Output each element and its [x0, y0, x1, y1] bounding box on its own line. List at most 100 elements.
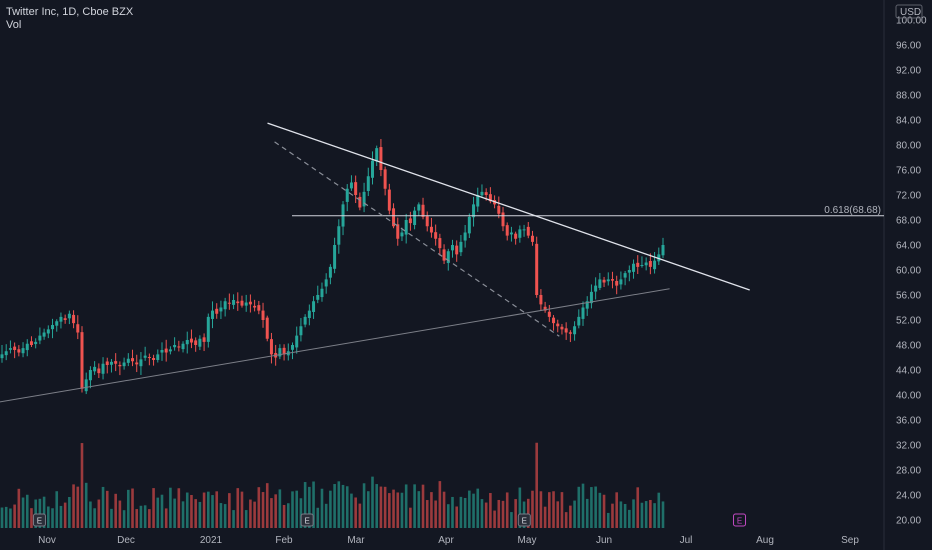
y-tick-label: 56.00 [896, 291, 921, 302]
x-tick-label: Aug [756, 535, 774, 546]
candle-body [442, 249, 446, 261]
volume-bar [286, 503, 290, 528]
earnings-marker-icon [300, 513, 314, 527]
candle-body [463, 232, 467, 241]
volume-bar [278, 489, 282, 528]
candle-body [177, 346, 181, 348]
candle-body [581, 307, 585, 319]
candle-body [34, 341, 38, 345]
candle-body [181, 343, 185, 350]
candle-body [615, 280, 619, 286]
volume-bar [127, 489, 130, 528]
volume-bar [375, 484, 379, 528]
volume-bar [114, 493, 117, 528]
candle-body [118, 364, 122, 367]
volume-bar [556, 501, 560, 528]
volume-bar [215, 491, 219, 528]
volume-bar [623, 503, 627, 528]
volume-bar [535, 442, 538, 528]
volume-bar [42, 496, 46, 528]
candle-body [623, 273, 627, 278]
volume-bar [505, 492, 509, 528]
candle-body [602, 279, 606, 283]
volume-bar [459, 496, 463, 528]
volume-bar [543, 506, 547, 528]
y-tick-label: 88.00 [896, 91, 921, 102]
candle-body [55, 321, 59, 326]
candle-body [303, 316, 307, 325]
volume-bar [316, 507, 320, 528]
volume-bar [539, 491, 543, 528]
volume-bar [514, 499, 517, 528]
candle-body [164, 348, 168, 353]
volume-bar [337, 481, 341, 528]
volume-bar [274, 494, 277, 528]
candle-body [0, 354, 4, 359]
volume-bar [619, 501, 623, 528]
candle-body [139, 359, 143, 367]
candle-body [156, 354, 160, 360]
volume-bar [93, 508, 96, 528]
candle-body [38, 335, 42, 341]
volume-bar [282, 504, 286, 528]
volume-bar [72, 484, 75, 528]
volume-bar [143, 505, 147, 528]
candle-body [291, 345, 295, 350]
volume-bar [409, 507, 412, 528]
candle-body [366, 176, 370, 191]
volume-bar [47, 506, 50, 528]
earnings-marker-glyph: E [37, 517, 42, 526]
candle-body [530, 235, 534, 242]
volume-bar [185, 492, 189, 528]
volume-bar [312, 481, 315, 528]
candle-body [299, 326, 303, 336]
volume-bar [434, 500, 437, 528]
candle-body [589, 291, 593, 304]
y-tick-label: 100.00 [896, 16, 927, 27]
volume-bar [602, 494, 606, 528]
volume-bar [232, 510, 235, 528]
candle-body [522, 229, 526, 231]
earnings-marker-glyph: E [522, 517, 527, 526]
candle-body [185, 340, 189, 345]
candle-body [101, 363, 105, 374]
y-tick-label: 52.00 [896, 316, 921, 327]
y-tick-label: 60.00 [896, 266, 921, 277]
volume-bar [299, 498, 303, 528]
volume-bar [257, 487, 261, 528]
earnings-marker-glyph: E [304, 517, 309, 526]
volume-bar [253, 501, 256, 528]
volume-bar [206, 491, 210, 528]
candle-body [577, 316, 581, 326]
volume-bar [105, 490, 109, 528]
volume-bar [240, 491, 244, 528]
volume-bar [89, 501, 92, 528]
candle-body [539, 294, 543, 305]
volume-bar [400, 492, 404, 528]
y-tick-label: 72.00 [896, 191, 921, 202]
volume-bar [341, 484, 345, 528]
x-tick-label: Apr [438, 535, 454, 546]
earnings-marker-icon [733, 513, 747, 527]
candle-body [29, 341, 33, 345]
volume-bar [350, 493, 353, 528]
volume-bar [451, 496, 454, 528]
volume-bar [480, 499, 484, 528]
candle-body [8, 348, 12, 350]
volume-bar [249, 499, 252, 528]
y-tick-label: 48.00 [896, 341, 921, 352]
candle-body [400, 232, 404, 237]
volume-bar [526, 498, 530, 528]
volume-bar [9, 508, 12, 528]
candle-body [606, 279, 610, 282]
volume-bar [295, 490, 299, 528]
volume-bar [63, 502, 67, 528]
x-tick-label: 2021 [200, 535, 223, 546]
candle-body [328, 266, 332, 278]
candle-body [661, 245, 665, 256]
candle-body [392, 208, 396, 227]
candle-body [168, 349, 172, 352]
volume-bar [261, 492, 265, 528]
